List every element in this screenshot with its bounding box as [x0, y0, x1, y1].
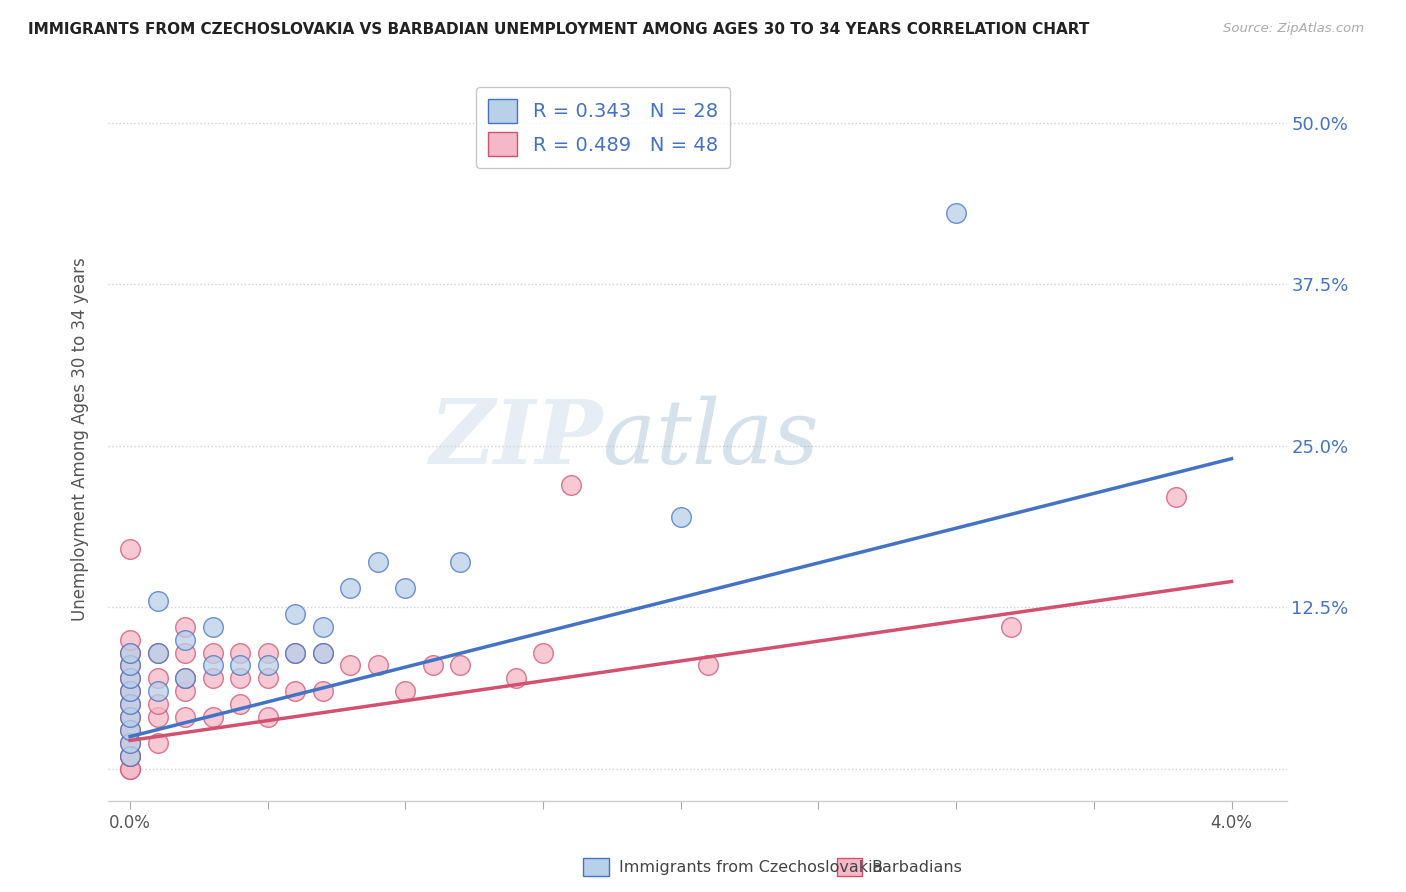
Point [312, 646, 335, 660]
Point [284, 684, 307, 698]
Point [118, 762, 141, 776]
Point [697, 658, 720, 673]
Point [174, 620, 197, 634]
Point [1166, 491, 1188, 505]
Point [174, 672, 197, 686]
Point [284, 646, 307, 660]
Point [118, 710, 141, 724]
Point [118, 646, 141, 660]
Text: Barbadians: Barbadians [872, 860, 963, 874]
Text: ZIP: ZIP [430, 396, 603, 483]
Point [505, 672, 527, 686]
Point [339, 658, 361, 673]
Point [256, 710, 278, 724]
Point [118, 736, 141, 750]
Point [118, 658, 141, 673]
Point [201, 646, 224, 660]
Point [118, 684, 141, 698]
Point [229, 698, 252, 712]
Point [201, 710, 224, 724]
Point [201, 658, 224, 673]
Point [146, 698, 169, 712]
Point [118, 698, 141, 712]
Point [146, 594, 169, 608]
Point [146, 672, 169, 686]
Text: Source: ZipAtlas.com: Source: ZipAtlas.com [1223, 22, 1364, 36]
Point [256, 646, 278, 660]
Point [201, 620, 224, 634]
Point [118, 646, 141, 660]
Point [1000, 620, 1022, 634]
Point [450, 555, 472, 569]
Y-axis label: Unemployment Among Ages 30 to 34 years: Unemployment Among Ages 30 to 34 years [72, 258, 89, 621]
Point [229, 672, 252, 686]
Point [945, 206, 967, 220]
Point [312, 646, 335, 660]
Point [174, 672, 197, 686]
Point [284, 646, 307, 660]
Point [146, 646, 169, 660]
Point [284, 607, 307, 621]
Point [394, 684, 416, 698]
Point [339, 581, 361, 595]
Point [146, 684, 169, 698]
Point [256, 672, 278, 686]
Point [367, 555, 389, 569]
Text: IMMIGRANTS FROM CZECHOSLOVAKIA VS BARBADIAN UNEMPLOYMENT AMONG AGES 30 TO 34 YEA: IMMIGRANTS FROM CZECHOSLOVAKIA VS BARBAD… [28, 22, 1090, 37]
Point [118, 542, 141, 557]
Point [118, 684, 141, 698]
Point [201, 672, 224, 686]
Point [146, 710, 169, 724]
Point [394, 581, 416, 595]
Point [118, 749, 141, 764]
Point [560, 477, 582, 491]
Point [118, 749, 141, 764]
Point [367, 658, 389, 673]
Point [229, 646, 252, 660]
Point [118, 672, 141, 686]
Point [118, 736, 141, 750]
Point [118, 710, 141, 724]
Point [669, 509, 692, 524]
Point [312, 620, 335, 634]
Text: atlas: atlas [603, 396, 818, 483]
Point [174, 710, 197, 724]
Point [531, 646, 554, 660]
Legend: R = 0.343   N = 28, R = 0.489   N = 48: R = 0.343 N = 28, R = 0.489 N = 48 [477, 87, 730, 168]
Point [174, 646, 197, 660]
Point [118, 698, 141, 712]
Point [118, 723, 141, 738]
Point [146, 736, 169, 750]
Point [118, 632, 141, 647]
Point [118, 672, 141, 686]
Point [118, 658, 141, 673]
Point [118, 723, 141, 738]
Point [422, 658, 444, 673]
Point [174, 684, 197, 698]
Point [450, 658, 472, 673]
Text: Immigrants from Czechoslovakia: Immigrants from Czechoslovakia [619, 860, 882, 874]
Point [118, 762, 141, 776]
Point [229, 658, 252, 673]
Point [312, 684, 335, 698]
Point [256, 658, 278, 673]
Point [118, 749, 141, 764]
Point [146, 646, 169, 660]
Point [174, 632, 197, 647]
